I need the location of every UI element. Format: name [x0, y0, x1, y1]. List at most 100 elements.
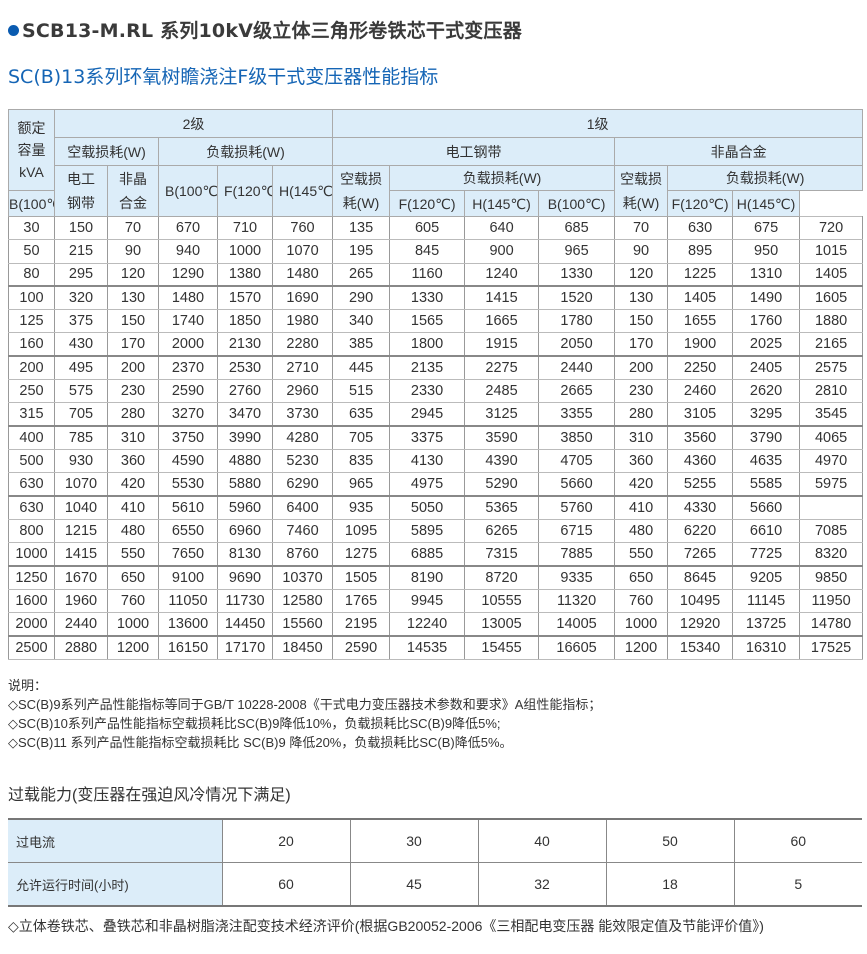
- table-cell: 760: [107, 588, 159, 614]
- table-cell: 1665: [464, 309, 540, 334]
- table-cell: 7315: [464, 542, 540, 567]
- table-cell: 1415: [54, 542, 108, 567]
- capacity-cell: 400: [8, 425, 55, 450]
- overload-cell: 40: [477, 818, 607, 863]
- table-cell: 495: [54, 355, 108, 381]
- overload-title: 过载能力(变压器在强迫风冷情况下满足): [8, 787, 291, 804]
- table-cell: 2025: [732, 332, 801, 358]
- table-cell: 1070: [271, 239, 334, 264]
- table-cell: 1915: [464, 332, 540, 358]
- table-row: 200 495 200 2370 2530 2710 445 2135 2275 2440 200 2…: [8, 355, 864, 381]
- table-cell: 230: [614, 379, 669, 404]
- table-cell: 5230: [271, 448, 334, 474]
- table-cell: 5365: [464, 495, 540, 520]
- notes: 说明： ◇SC(B)9系列产品性能指标等同于GB/T 10228-2008《干式…: [8, 676, 601, 752]
- overload-cell: 45: [349, 862, 479, 907]
- notes-heading: 说明：: [8, 678, 48, 693]
- table-cell: 2810: [799, 379, 864, 404]
- table-cell: 120: [614, 262, 669, 288]
- table-cell: 9205: [732, 565, 801, 590]
- capacity-cell: 1000: [8, 542, 55, 567]
- header-g2-b: B(100℃): [158, 165, 218, 217]
- table-cell: 8320: [799, 542, 864, 567]
- table-cell: 1900: [667, 332, 734, 358]
- table-cell: 2590: [158, 379, 218, 404]
- note-item: ◇SC(B)11 系列产品性能指标空载损耗比 SC(B)9 降低20%，负载损耗…: [8, 735, 513, 750]
- table-cell: 4390: [464, 448, 540, 474]
- table-cell: 9850: [799, 565, 864, 590]
- table-cell: 130: [107, 285, 159, 311]
- table-cell: 2135: [389, 355, 466, 381]
- table-cell: 2330: [389, 379, 466, 404]
- table-cell: 3125: [464, 402, 540, 428]
- table-cell: 9690: [217, 565, 273, 590]
- table-cell: 1505: [332, 565, 391, 590]
- table-cell: 1330: [389, 285, 466, 311]
- table-cell: 1780: [538, 309, 616, 334]
- table-row: 30 150 70 670 710 760 135 605 640 685 70 630 675 720: [8, 215, 864, 241]
- header-grade2: 2级: [53, 109, 334, 138]
- table-cell: 705: [332, 425, 391, 450]
- table-cell: 7265: [667, 542, 734, 567]
- table-cell: 575: [54, 379, 108, 404]
- table-cell: 3750: [158, 425, 218, 450]
- table-cell: 1040: [54, 495, 108, 520]
- table-cell: 8645: [667, 565, 734, 590]
- table-cell: 3470: [217, 402, 273, 428]
- overload-table: 过电流 20 30 40 50 60 允许运行时间(小时) 60 45 32 18 5: [8, 818, 862, 907]
- capacity-cell: 125: [8, 309, 55, 334]
- table-cell: 2440: [54, 612, 108, 637]
- table-cell: 1690: [271, 285, 334, 311]
- table-cell: 1225: [667, 262, 734, 288]
- table-cell: 4880: [217, 448, 273, 474]
- table-cell: 635: [332, 402, 391, 428]
- table-cell: 280: [614, 402, 669, 428]
- table-cell: 11320: [538, 588, 616, 614]
- table-cell: 1480: [271, 262, 334, 288]
- table-cell: 200: [614, 355, 669, 381]
- table-row: 1600 1960 760 11050 11730 12580 1765 9945 10555 1…: [8, 588, 864, 614]
- header-g1-am-load: 负载损耗(W): [667, 165, 864, 191]
- table-row: 1000 1415 550 7650 8130 8760 1275 6885 7315 7885 5…: [8, 542, 864, 567]
- table-cell: 11950: [799, 588, 864, 614]
- table-cell: 650: [614, 565, 669, 590]
- capacity-cell: 160: [8, 332, 55, 358]
- table-cell: 310: [107, 425, 159, 450]
- table-cell: 230: [107, 379, 159, 404]
- table-cell: 135: [332, 215, 391, 241]
- header-g2-f: F(120℃): [217, 165, 273, 217]
- table-cell: 1160: [389, 262, 466, 288]
- table-cell: 6610: [732, 518, 801, 544]
- table-cell: 630: [667, 215, 734, 241]
- table-row: 250 575 230 2590 2760 2960 515 2330 2485 2665 230 2…: [8, 379, 864, 404]
- table-cell: 4065: [799, 425, 864, 450]
- table-cell: 4280: [271, 425, 334, 450]
- table-cell: 3560: [667, 425, 734, 450]
- header-g1-am-h: H(145℃): [732, 190, 801, 217]
- table-cell: 195: [332, 239, 391, 264]
- table-cell: 1215: [54, 518, 108, 544]
- table-cell: 12920: [667, 612, 734, 637]
- table-cell: 1490: [732, 285, 801, 311]
- table-cell: 2130: [217, 332, 273, 358]
- table-cell: 4635: [732, 448, 801, 474]
- table-cell: 1330: [538, 262, 616, 288]
- table-cell: 1415: [464, 285, 540, 311]
- table-cell: 360: [614, 448, 669, 474]
- table-row: 50 215 90 940 1000 1070 195 845 900 965 90 895 950 10…: [8, 239, 864, 264]
- header-load-loss: 负载损耗(W): [157, 137, 334, 166]
- table-cell: 290: [332, 285, 391, 311]
- table-cell: 1520: [538, 285, 616, 311]
- table-cell: 150: [614, 309, 669, 334]
- capacity-cell: 250: [8, 379, 55, 404]
- table-cell: 15455: [464, 635, 540, 660]
- table-cell: 940: [158, 239, 218, 264]
- table-cell: 375: [54, 309, 108, 334]
- table-cell: 5530: [158, 472, 218, 498]
- table-cell: 1740: [158, 309, 218, 334]
- footer-note: ◇立体卷铁芯、叠铁芯和非晶树脂浇注配变技术经济评价(根据GB20052-2006…: [8, 918, 764, 934]
- table-row: 400 785 310 3750 3990 4280 705 3375 3590 3850 310 3…: [8, 425, 864, 450]
- table-cell: 5255: [667, 472, 734, 498]
- table-cell: 16605: [538, 635, 616, 660]
- table-cell: 1000: [217, 239, 273, 264]
